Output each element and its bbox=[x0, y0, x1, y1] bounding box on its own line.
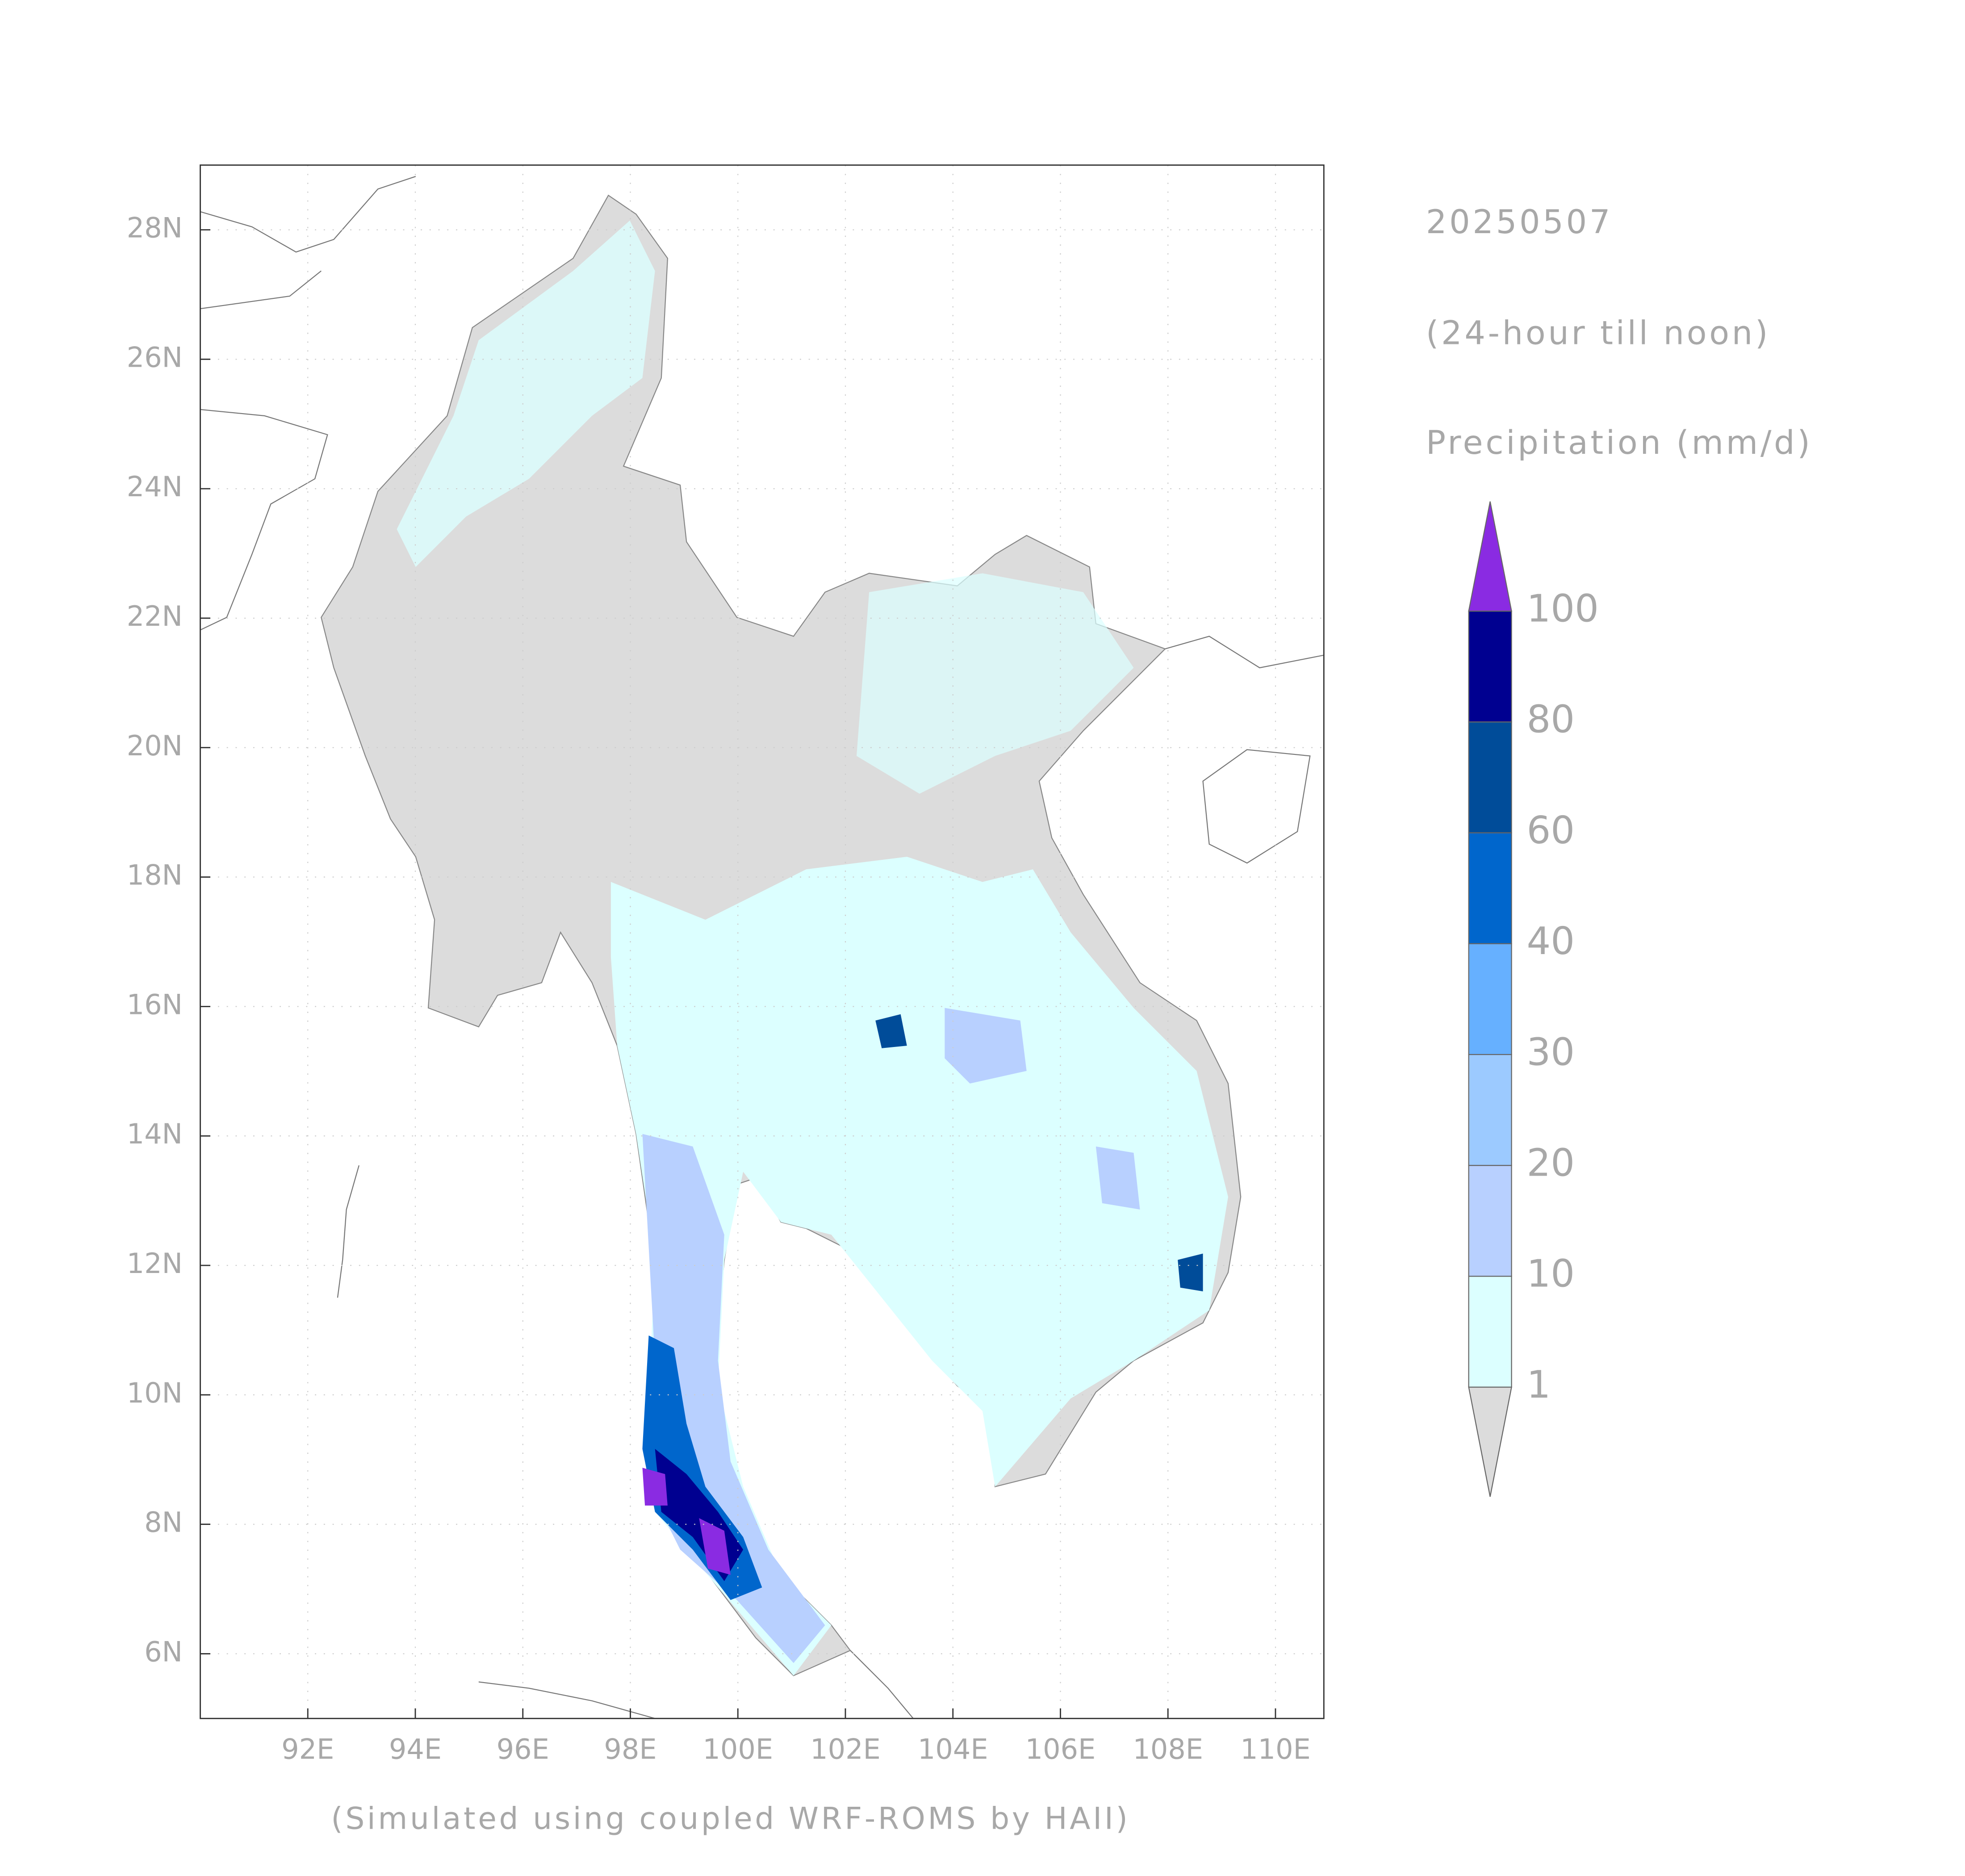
coastline bbox=[850, 1650, 914, 1719]
y-tick-label: 6N bbox=[144, 1635, 183, 1668]
colorbar-label: 20 bbox=[1526, 1141, 1575, 1185]
x-tick-label: 106E bbox=[1025, 1733, 1096, 1766]
coastlines bbox=[200, 176, 1324, 1719]
y-tick-label: 24N bbox=[127, 470, 183, 503]
colorbar-label: 60 bbox=[1526, 808, 1575, 852]
y-tick-label: 18N bbox=[127, 859, 183, 892]
x-tick-label: 100E bbox=[702, 1733, 773, 1766]
coastline bbox=[337, 1165, 360, 1298]
colorbar-segment bbox=[1468, 610, 1512, 723]
x-tick-label: 102E bbox=[810, 1733, 881, 1766]
map-frame bbox=[200, 164, 1325, 1719]
colorbar: 1 10 20 30 40 60 80 100 bbox=[1468, 501, 1599, 1497]
rain-area-laos bbox=[856, 573, 1134, 794]
colorbar-label: 30 bbox=[1526, 1030, 1575, 1074]
variable: Precipitation (mm/d) bbox=[1426, 424, 1813, 462]
colorbar-label: 10 bbox=[1526, 1252, 1575, 1296]
rain-area-patch bbox=[945, 1008, 1140, 1210]
coastline bbox=[478, 1681, 655, 1719]
y-tick-label: 22N bbox=[127, 600, 183, 632]
y-tick-label: 12N bbox=[127, 1247, 183, 1280]
footer: (Simulated using coupled WRF-ROMS by HAI… bbox=[331, 1801, 1130, 1836]
x-tick-label: 92E bbox=[281, 1733, 334, 1766]
coastline bbox=[200, 270, 322, 310]
x-tick-label: 96E bbox=[497, 1733, 549, 1766]
coastline bbox=[200, 409, 328, 631]
colorbar-segment bbox=[1468, 1054, 1512, 1166]
coastline bbox=[1202, 749, 1311, 864]
y-tick-label: 10N bbox=[127, 1377, 183, 1409]
period: (24-hour till noon) bbox=[1426, 314, 1770, 352]
colorbar-label: 40 bbox=[1526, 919, 1575, 963]
y-tick-label: 8N bbox=[144, 1506, 183, 1539]
colorbar-segment bbox=[1468, 943, 1512, 1055]
rain-area-light bbox=[610, 857, 1228, 1676]
rain-area-extreme bbox=[642, 1468, 731, 1575]
rain-area-north bbox=[397, 220, 655, 567]
x-tick-label: 108E bbox=[1133, 1733, 1203, 1766]
grid bbox=[200, 165, 1324, 1719]
y-tick-label: 16N bbox=[127, 988, 183, 1021]
x-tick-label: 98E bbox=[604, 1733, 656, 1766]
date: 20250507 bbox=[1426, 203, 1613, 241]
coastline bbox=[1165, 636, 1324, 669]
x-tick-label: 94E bbox=[389, 1733, 442, 1766]
colorbar-over bbox=[1468, 501, 1512, 612]
land bbox=[321, 194, 1242, 1676]
x-tick-label: 104E bbox=[918, 1733, 988, 1766]
colorbar-segment bbox=[1468, 1276, 1512, 1388]
coastline bbox=[200, 176, 416, 253]
y-tick-label: 14N bbox=[127, 1118, 183, 1150]
y-tick-label: 26N bbox=[127, 341, 183, 373]
colorbar-label: 1 bbox=[1526, 1362, 1551, 1407]
colorbar-segment bbox=[1468, 832, 1512, 944]
y-tick-label: 20N bbox=[127, 729, 183, 762]
colorbar-segment bbox=[1468, 721, 1512, 833]
y-tick-label: 28N bbox=[127, 212, 183, 244]
colorbar-segment bbox=[1468, 1164, 1512, 1277]
colorbar-label: 100 bbox=[1526, 586, 1599, 630]
colorbar-label: 80 bbox=[1526, 697, 1575, 741]
x-tick-label: 110E bbox=[1240, 1733, 1311, 1766]
